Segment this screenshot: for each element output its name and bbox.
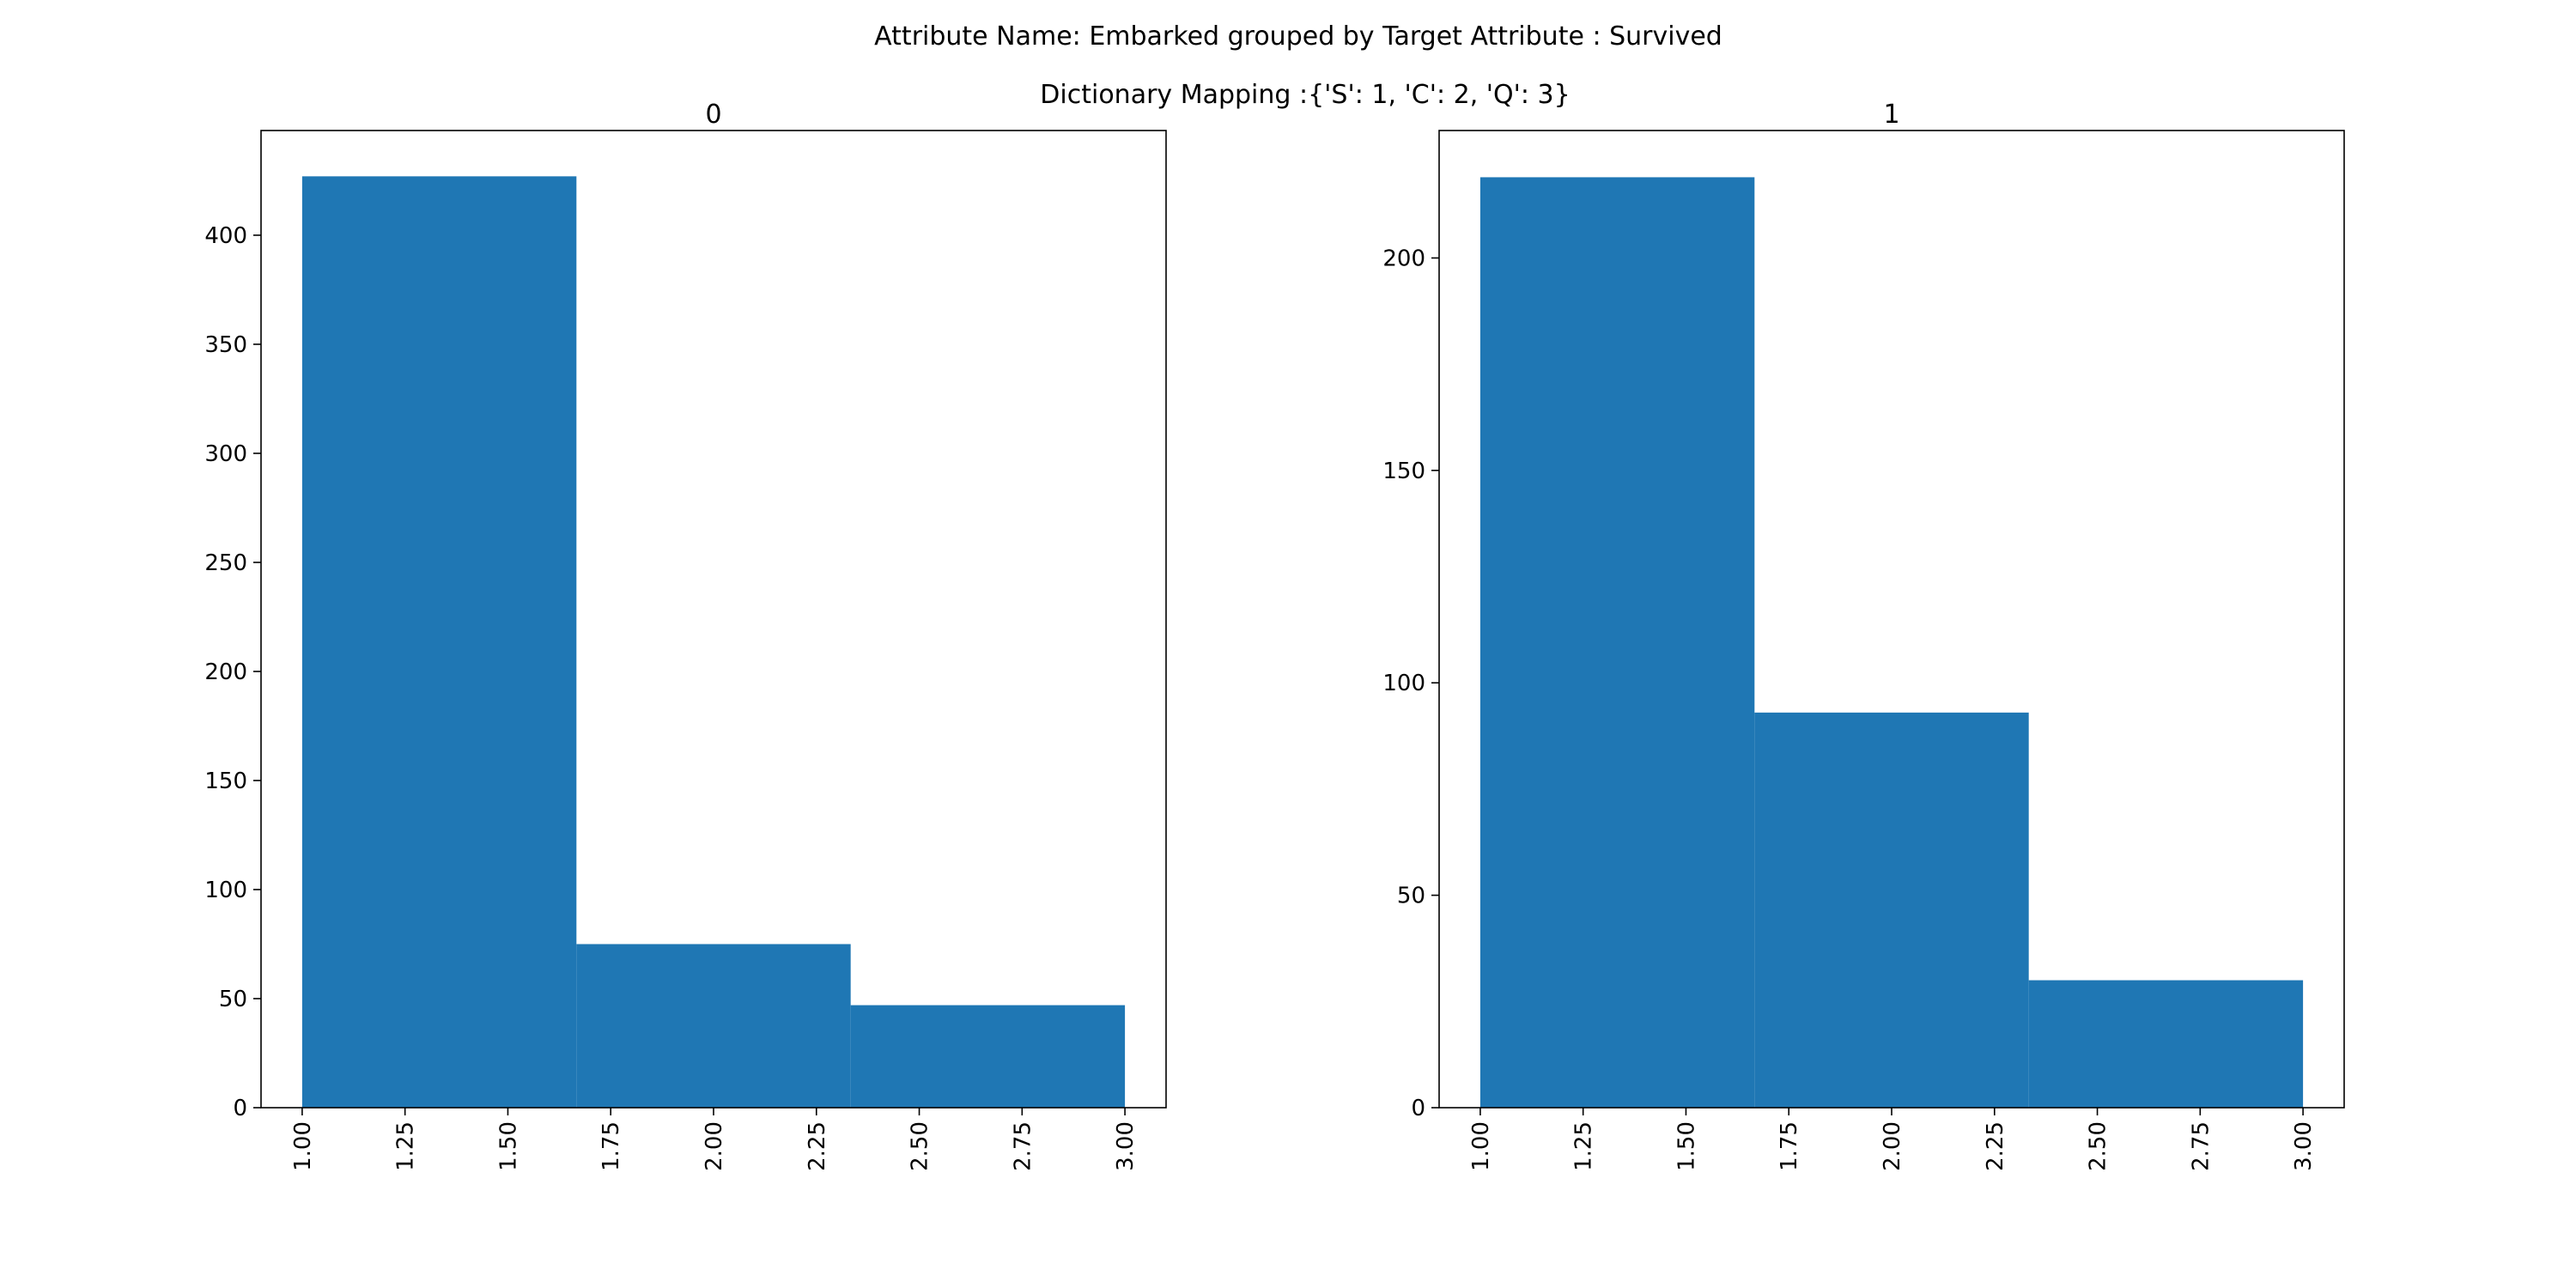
y-tick-label: 100	[1382, 671, 1425, 696]
y-tick-label: 150	[1382, 459, 1425, 484]
figure-subtitle: Dictionary Mapping :{'S': 1, 'C': 2, 'Q'…	[1040, 80, 1570, 110]
x-tick-label: 2.50	[2086, 1121, 2111, 1171]
x-axis: 1.00 1.25 1.50 1.75 2.00 2.25 2.50 2.75 3.00	[1468, 1108, 2317, 1171]
x-tick-label: 1.50	[1674, 1121, 1699, 1171]
bar-1	[576, 944, 851, 1108]
histogram-bars	[1479, 177, 2304, 1109]
x-tick-label: 1.25	[1571, 1121, 1597, 1171]
y-tick-label: 350	[204, 332, 247, 358]
figure-title: Attribute Name: Embarked grouped by Targ…	[874, 21, 1722, 52]
x-tick-label: 1.00	[290, 1121, 316, 1171]
x-tick-label: 1.25	[393, 1121, 419, 1171]
x-tick-label: 2.75	[1010, 1121, 1036, 1171]
y-tick-label: 200	[1382, 246, 1425, 271]
x-tick-label: 2.25	[805, 1121, 830, 1171]
y-axis: 0 50 100 150 200	[1382, 246, 1439, 1121]
y-tick-label: 100	[204, 878, 247, 903]
bar-0	[301, 176, 577, 1108]
x-tick-label: 3.00	[2291, 1121, 2317, 1171]
y-tick-label: 250	[204, 550, 247, 576]
bar-1	[1754, 712, 2029, 1108]
bar-2	[2028, 980, 2304, 1108]
x-axis: 1.00 1.25 1.50 1.75 2.00 2.25 2.50 2.75 3.00	[290, 1108, 1139, 1171]
y-tick-label: 200	[204, 659, 247, 685]
y-tick-label: 0	[233, 1096, 247, 1121]
y-tick-label: 50	[1397, 884, 1425, 909]
y-tick-label: 300	[204, 441, 247, 467]
panel-1: 1 0 50 100 150 200 1.00 1.25 1.50 1.75 2.00 2.25 2…	[1382, 100, 2345, 1171]
x-tick-label: 1.00	[1468, 1121, 1494, 1171]
x-tick-label: 1.75	[598, 1121, 624, 1171]
x-tick-label: 2.75	[2188, 1121, 2214, 1171]
panel-title: 1	[1883, 100, 1899, 130]
x-tick-label: 3.00	[1113, 1121, 1139, 1171]
y-axis: 0 50 100 150 200 250 300 350 400	[204, 223, 261, 1121]
axes-frame	[1438, 130, 2345, 1109]
y-tick-label: 0	[1411, 1096, 1425, 1121]
x-tick-label: 2.25	[1983, 1121, 2008, 1171]
histogram-bars	[301, 176, 1126, 1108]
y-tick-label: 150	[204, 769, 247, 794]
axes-frame	[260, 130, 1167, 1109]
x-tick-label: 1.50	[495, 1121, 521, 1171]
bar-0	[1479, 177, 1755, 1109]
x-tick-label: 2.00	[702, 1121, 727, 1171]
y-tick-label: 400	[204, 223, 247, 249]
x-tick-label: 2.00	[1880, 1121, 1905, 1171]
panel-title: 0	[705, 100, 721, 130]
bar-2	[850, 1005, 1126, 1108]
x-tick-label: 1.75	[1777, 1121, 1802, 1171]
y-tick-label: 50	[219, 987, 247, 1012]
x-tick-label: 2.50	[908, 1121, 933, 1171]
